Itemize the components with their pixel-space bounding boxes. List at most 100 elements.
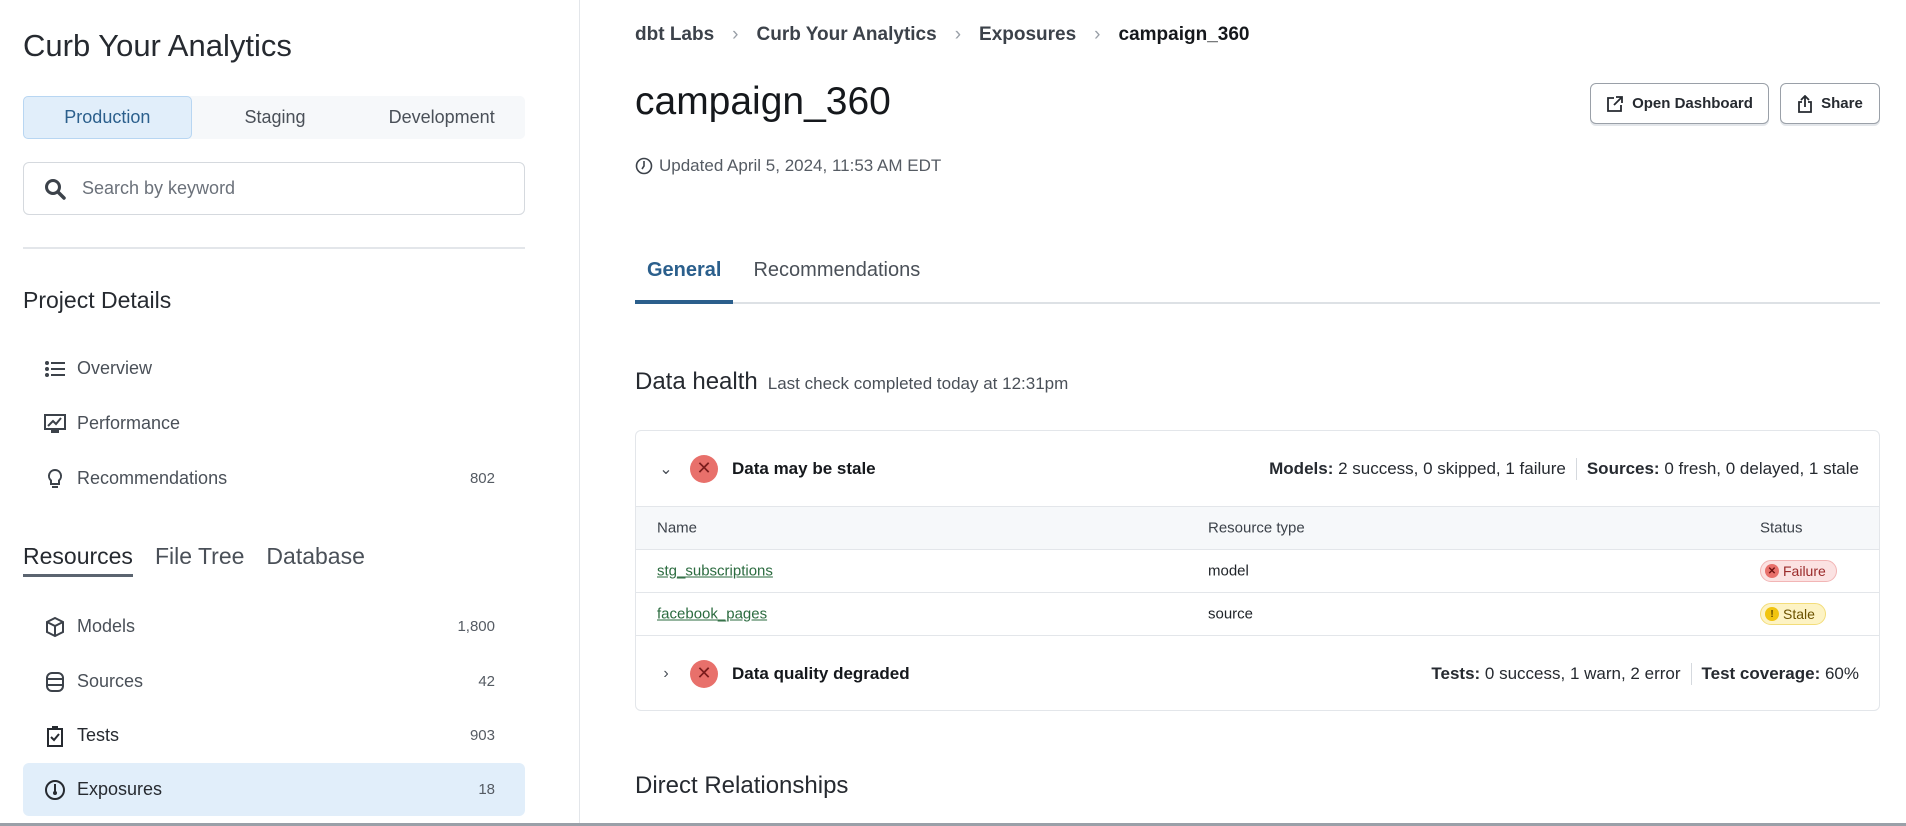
error-x-icon: ✕ [690, 659, 718, 688]
sidebar-item-label: Recommendations [77, 468, 228, 488]
sidebar-item-sources[interactable]: Sources 42 [23, 655, 525, 708]
breadcrumb: dbt Labs › Curb Your Analytics › Exposures… [635, 24, 1249, 46]
column-header-status: Status [1760, 519, 1803, 537]
status-badge: ✕ Failure [1760, 560, 1837, 582]
summary-text: 0 success, 1 warn, 2 error [1480, 663, 1681, 683]
updated-timestamp: Updated April 5, 2024, 11:53 AM EDT [635, 156, 941, 176]
summary-text: 2 success, 0 skipped, 1 failure [1333, 458, 1566, 478]
search-input[interactable] [82, 178, 482, 199]
environment-switcher: Production Staging Development [23, 96, 525, 139]
summary-label: Models: [1269, 458, 1334, 478]
sidebar-item-label: Exposures [77, 779, 163, 799]
group-title: Data may be stale [732, 458, 876, 478]
list-icon [43, 357, 67, 381]
divider [23, 247, 525, 249]
clock-icon [635, 157, 653, 175]
sidebar: Curb Your Analytics Production Staging D… [0, 0, 580, 826]
status-text: Stale [1783, 606, 1815, 622]
health-group-quality[interactable]: › ✕ Data quality degraded Tests: 0 succe… [636, 636, 1879, 710]
tab-database[interactable]: Database [266, 543, 365, 569]
summary-label: Sources: [1586, 458, 1660, 478]
clipboard-check-icon [43, 724, 67, 748]
sidebar-item-overview[interactable]: Overview [23, 342, 525, 395]
sidebar-item-tests[interactable]: Tests 903 [23, 709, 525, 762]
sidebar-item-label: Performance [77, 413, 181, 433]
table-row: facebook_pages source ! Stale [636, 593, 1879, 636]
summary-text: 60% [1820, 663, 1859, 683]
direct-relationships-heading: Direct Relationships [635, 772, 849, 799]
search-box [23, 162, 525, 215]
item-count: 18 [478, 781, 495, 798]
page-tabs: General Recommendations [635, 255, 1880, 304]
warning-icon: ! [1765, 607, 1779, 621]
summary-label: Tests: [1431, 663, 1481, 683]
external-link-icon [1607, 95, 1623, 112]
chevron-right-icon: › [732, 24, 739, 45]
data-health-title: Data health [635, 368, 758, 395]
data-health-card: ⌄ ✕ Data may be stale Models: 2 success,… [635, 430, 1880, 711]
item-count: 802 [469, 470, 495, 487]
resource-type: source [1208, 605, 1254, 623]
sidebar-item-label: Sources [77, 671, 144, 691]
group-summary: Models: 2 success, 0 skipped, 1 failure … [1269, 457, 1859, 480]
sidebar-item-label: Tests [77, 725, 120, 745]
performance-chart-icon [43, 412, 67, 436]
env-development[interactable]: Development [388, 107, 495, 127]
tab-file-tree[interactable]: File Tree [154, 543, 245, 569]
group-title: Data quality degraded [732, 663, 910, 683]
search-icon [45, 178, 66, 200]
breadcrumb-exposures[interactable]: Exposures [979, 24, 1077, 45]
data-health-subtitle: Last check completed today at 12:31pm [767, 374, 1069, 393]
divider [1690, 662, 1692, 685]
sidebar-item-performance[interactable]: Performance [23, 397, 525, 450]
database-icon [43, 670, 67, 694]
sidebar-item-label: Models [77, 616, 136, 636]
column-header-name: Name [657, 519, 698, 537]
resource-type: model [1208, 562, 1249, 580]
data-health-header: Data health Last check completed today a… [635, 368, 1068, 396]
summary-label: Test coverage: [1701, 663, 1821, 683]
cube-icon [43, 615, 67, 639]
share-button[interactable]: Share [1780, 83, 1880, 124]
chevron-right-icon: › [954, 24, 962, 45]
breadcrumb-dbt-labs[interactable]: dbt Labs [635, 24, 715, 45]
sidebar-item-exposures[interactable]: Exposures 18 [23, 763, 525, 816]
breadcrumb-current: campaign_360 [1118, 24, 1250, 45]
sidebar-item-label: Overview [77, 358, 153, 378]
resource-link[interactable]: facebook_pages [657, 605, 768, 623]
chevron-right-icon[interactable]: › [663, 664, 669, 682]
status-badge: ! Stale [1760, 603, 1826, 625]
divider [1575, 457, 1577, 480]
item-count: 1,800 [457, 618, 495, 635]
tab-general[interactable]: General [635, 255, 734, 304]
page-title: campaign_360 [635, 80, 891, 123]
button-label: Share [1821, 95, 1863, 112]
resource-link[interactable]: stg_subscriptions [657, 562, 773, 580]
updated-text: Updated April 5, 2024, 11:53 AM EDT [659, 156, 942, 175]
env-staging[interactable]: Staging [244, 107, 306, 127]
project-details-heading: Project Details [23, 287, 172, 313]
env-production[interactable]: Production [23, 96, 192, 139]
open-dashboard-button[interactable]: Open Dashboard [1590, 83, 1769, 124]
table-header: Name Resource type Status [636, 506, 1879, 550]
status-text: Failure [1783, 563, 1826, 579]
tab-recommendations[interactable]: Recommendations [753, 259, 921, 281]
lightbulb-icon [43, 467, 67, 491]
project-title: Curb Your Analytics [23, 28, 292, 63]
chevron-right-icon: › [1094, 24, 1101, 45]
resource-tabs: Resources File Tree Database [23, 543, 365, 577]
sidebar-item-models[interactable]: Models 1,800 [23, 600, 525, 653]
tab-resources[interactable]: Resources [23, 543, 133, 577]
health-group-stale[interactable]: ⌄ ✕ Data may be stale Models: 2 success,… [636, 431, 1879, 506]
error-x-icon: ✕ [690, 454, 718, 483]
table-row: stg_subscriptions model ✕ Failure [636, 550, 1879, 593]
button-label: Open Dashboard [1632, 95, 1753, 112]
item-count: 903 [469, 727, 495, 744]
breadcrumb-project[interactable]: Curb Your Analytics [756, 24, 937, 45]
column-header-resource-type: Resource type [1208, 519, 1305, 537]
sidebar-item-recommendations[interactable]: Recommendations 802 [23, 452, 525, 505]
summary-text: 0 fresh, 0 delayed, 1 stale [1659, 458, 1859, 478]
item-count: 42 [478, 673, 495, 690]
main-content: dbt Labs › Curb Your Analytics › Exposures… [635, 0, 1880, 826]
chevron-down-icon[interactable]: ⌄ [659, 460, 673, 478]
